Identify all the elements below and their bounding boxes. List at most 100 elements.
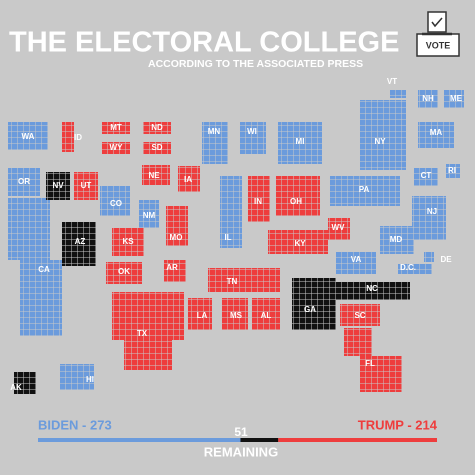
state: NC (334, 282, 410, 300)
state-label: MT (110, 123, 122, 132)
state: AR (164, 260, 186, 282)
tile-grid (248, 176, 270, 222)
state: MS (222, 298, 248, 330)
state-label: SD (151, 143, 162, 152)
tile-grid (444, 90, 464, 108)
subtitle: ACCORDING TO THE ASSOCIATED PRESS (148, 58, 363, 70)
tile-grid (124, 340, 172, 370)
state-label: NJ (427, 207, 437, 216)
tile-grid (278, 122, 322, 164)
tile-grid (8, 198, 50, 260)
tile-grid (139, 200, 159, 228)
state-label: CT (421, 171, 432, 180)
state: D.C. (398, 263, 432, 274)
state-label: AK (10, 383, 22, 392)
tile-grid (252, 298, 280, 330)
tile-grid (222, 298, 248, 330)
state-label: VT (387, 77, 397, 86)
state-label: WA (22, 132, 35, 141)
tile-grid (62, 122, 74, 152)
state: HI (60, 364, 94, 390)
state: CO (100, 186, 130, 216)
state-label: VA (351, 255, 362, 264)
state-label: IA (184, 175, 192, 184)
state-label: AR (166, 263, 178, 272)
tile-grid (60, 364, 94, 390)
state-label: IN (254, 197, 262, 206)
state-label: MA (430, 128, 443, 137)
tile-grid (340, 304, 380, 326)
state-label: KY (294, 239, 306, 248)
state-label: OH (290, 197, 302, 206)
tally-segment (38, 438, 241, 442)
state-label: IL (224, 233, 231, 242)
state: NV (46, 172, 70, 200)
state: SD (143, 142, 171, 154)
state-label: SC (354, 311, 365, 320)
tile-grid (202, 122, 228, 164)
state-label: MO (170, 233, 183, 242)
title: THE ELECTORAL COLLEGE (9, 27, 399, 59)
tile-grid (328, 218, 350, 240)
tally-segment (278, 438, 437, 442)
tile-grid (100, 186, 130, 216)
state-label: WV (332, 223, 346, 232)
state-label: NC (366, 284, 378, 293)
tile-grid (102, 122, 130, 134)
state: MT (102, 122, 130, 134)
state: WY (102, 142, 130, 154)
tile-grid (268, 230, 328, 254)
state-label: ID (74, 133, 82, 142)
remaining-caption: REMAINING (204, 444, 278, 459)
state-label: FL (365, 359, 375, 368)
tile-grid (106, 262, 142, 284)
state: NE (142, 165, 170, 185)
state: ID (62, 122, 82, 152)
state: ME (444, 90, 464, 108)
state: MD (380, 226, 414, 254)
tile-grid (334, 282, 410, 300)
state-label: AL (261, 311, 272, 320)
tile-grid (143, 142, 171, 154)
state: AK (10, 372, 36, 394)
state: WV (328, 218, 350, 240)
tile-grid (178, 166, 200, 192)
trump-total: TRUMP - 214 (358, 417, 438, 432)
tile-grid (446, 164, 460, 178)
state: IL (220, 176, 242, 248)
state-label: NV (52, 181, 64, 190)
state-label: MS (230, 311, 243, 320)
tile-grid (112, 292, 184, 340)
state: IA (178, 166, 200, 192)
state-label: MI (296, 137, 305, 146)
tile-grid (292, 278, 336, 330)
tile-grid (390, 90, 406, 98)
state: PA (330, 176, 400, 206)
state-label: LA (197, 311, 208, 320)
state-label: DE (440, 255, 452, 264)
state: ND (143, 122, 171, 134)
state-label: HI (86, 375, 94, 384)
state-label: ND (151, 123, 163, 132)
tile-grid (164, 260, 186, 282)
state: NH (418, 90, 438, 108)
ballot-label: VOTE (426, 40, 451, 50)
state-label: ME (450, 94, 463, 103)
tile-grid (62, 222, 96, 266)
state: VA (336, 252, 376, 274)
state: TN (208, 268, 280, 292)
tile-grid (142, 165, 170, 185)
tile-grid (398, 264, 432, 274)
tile-grid (424, 252, 434, 262)
state-label: TN (227, 277, 238, 286)
state: LA (188, 298, 212, 330)
state: VT (387, 77, 406, 98)
state: KY (268, 230, 328, 254)
tally-segment (240, 438, 279, 442)
tile-grid (336, 252, 376, 274)
state: SC (340, 304, 380, 326)
state: AL (252, 298, 280, 330)
state-label: RI (448, 166, 456, 175)
